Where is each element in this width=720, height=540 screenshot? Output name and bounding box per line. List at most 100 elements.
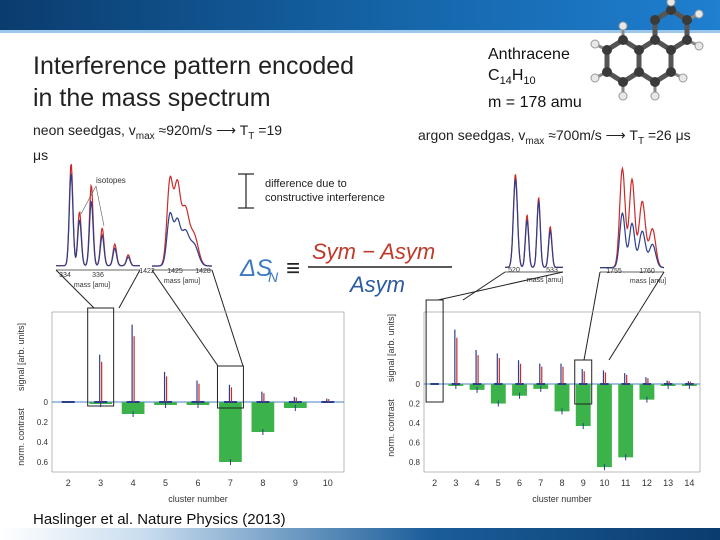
formula-equiv: ≡ <box>286 255 300 282</box>
x-tick-label: 2 <box>432 478 437 488</box>
zoom-box <box>574 359 593 405</box>
y-tick-label: 0.2 <box>409 400 421 409</box>
inset-xlabel: mass [amu] <box>527 277 563 284</box>
chart-frame <box>423 311 701 473</box>
x-tick-label: 7 <box>228 478 233 488</box>
molecule-mass: m = 178 amu <box>488 94 582 112</box>
x-tick-label: 6 <box>517 478 522 488</box>
contrast-bar <box>219 402 242 462</box>
y-axis-label: norm. contrast <box>16 408 26 466</box>
x-tick-label: 2 <box>66 478 71 488</box>
zoom-box <box>87 307 115 407</box>
y-tick-label: 0.2 <box>37 418 49 427</box>
spectrum-insets: 334 336 mass [amu] isotopes 1422 1425 1428 mass… <box>56 156 666 289</box>
anthracene-molecule-icon <box>590 0 704 101</box>
isotopes-pointer <box>80 185 97 215</box>
chart-frame <box>51 311 345 473</box>
inset-tick-label: 520 <box>508 267 520 274</box>
contrast-bar <box>618 384 634 458</box>
neon-condition: neon seedgas, vmax ≈920m/s ⟶ TT =19 μs <box>33 122 283 163</box>
title-line-1: Interference pattern encoded <box>33 52 355 80</box>
zoom-connectors <box>55 269 665 367</box>
inset-tick-label: 1428 <box>195 268 211 275</box>
inset-right-second: 1755 1760 mass [amu] <box>600 162 666 285</box>
x-tick-label: 11 <box>621 478 630 488</box>
argon-contrast-chart: 0 0.2 0.4 0.6 0.8 2 3 4 5 6 7 8 9 10 11 12 13 14 cluster n… <box>386 299 701 504</box>
inset-left-peak-frame <box>152 170 212 270</box>
x-axis-label: cluster number <box>532 494 592 504</box>
contrast-formula: ΔS N ≡ Sym − Asym Asym <box>239 239 452 297</box>
x-tick-label: 4 <box>131 478 136 488</box>
contrast-bar <box>597 384 612 468</box>
y-axis-label-top: signal [arb. units] <box>16 323 26 391</box>
x-tick-label: 14 <box>684 478 694 488</box>
x-tick-label: 9 <box>293 478 298 488</box>
y-axis-label-top: signal [arb. units] <box>386 314 396 382</box>
inset-xlabel: mass [amu] <box>164 278 200 285</box>
molecule-label: Anthracene C14H10 m = 178 amu <box>488 44 582 113</box>
interference-annotation: difference due to constructive interfere… <box>265 178 385 204</box>
inset-tick-label: 533 <box>546 267 558 274</box>
contrast-bar <box>554 384 570 412</box>
y-tick-label: 0 <box>44 398 49 407</box>
molecule-formula: C14H10 <box>488 67 536 88</box>
x-tick-label: 3 <box>453 478 458 488</box>
inset-right-first-asym-trace <box>505 178 563 268</box>
inset-left-peak: 1422 1425 1428 mass [amu] <box>139 170 212 285</box>
inset-tick-label: 1755 <box>606 268 622 275</box>
x-tick-label: 8 <box>260 478 265 488</box>
x-tick-label: 5 <box>163 478 168 488</box>
footer-bar <box>0 528 720 540</box>
inset-xlabel: mass [amu] <box>74 282 110 289</box>
zoom-box <box>216 365 244 409</box>
header-accent-line <box>0 30 720 33</box>
citation: Haslinger et al. Nature Physics (2013) <box>33 511 286 528</box>
x-axis-label: cluster number <box>168 494 228 504</box>
inset-tick-label: 1425 <box>167 268 183 275</box>
inset-right-second-asym-trace <box>600 211 665 269</box>
y-tick-label: 0.4 <box>37 438 49 447</box>
formula-numerator: Sym − Asym <box>312 239 435 264</box>
contrast-bar <box>121 402 145 414</box>
inset-left-isotopes: 334 336 mass [amu] isotopes <box>56 162 140 289</box>
neon-contrast-chart: 0 0.2 0.4 0.6 2 3 4 5 6 7 8 9 10 cluster number norm. … <box>16 307 345 504</box>
contrast-bar <box>639 384 655 400</box>
inset-tick-label: 334 <box>59 272 71 279</box>
argon-condition: argon seedgas, vmax ≈700m/s ⟶ TT =26 μs <box>418 127 691 147</box>
x-tick-label: 5 <box>496 478 501 488</box>
formula-lhs-sub: N <box>268 269 279 285</box>
inset-tick-label: 1760 <box>639 268 655 275</box>
x-tick-label: 8 <box>559 478 564 488</box>
y-axis-label: norm. contrast <box>386 399 396 457</box>
inset-tick-label: 336 <box>92 272 104 279</box>
y-tick-label: 0 <box>416 380 421 389</box>
contrast-bar <box>512 384 527 396</box>
slide-title: Interference pattern encoded in the mass… <box>33 50 354 114</box>
formula-lhs: ΔS <box>239 255 272 282</box>
formula-denominator: Asym <box>348 272 405 297</box>
isotopes-label: isotopes <box>96 176 126 185</box>
x-tick-label: 12 <box>642 478 652 488</box>
y-tick-label: 0.8 <box>409 458 421 467</box>
y-tick-label: 0.6 <box>37 458 49 467</box>
inset-left-peak-asym-trace <box>152 211 212 267</box>
zoom-box <box>425 299 444 403</box>
y-tick-label: 0.4 <box>409 419 421 428</box>
x-tick-label: 7 <box>538 478 543 488</box>
x-tick-label: 3 <box>98 478 103 488</box>
inset-xlabel: mass [amu] <box>630 278 666 285</box>
inset-left-isotopes-asym-trace <box>56 172 140 267</box>
y-tick-label: 0.6 <box>409 439 421 448</box>
x-tick-label: 13 <box>663 478 673 488</box>
inset-right-first: 520 533 mass [amu] <box>505 156 563 284</box>
contrast-bar <box>575 384 591 427</box>
x-tick-label: 4 <box>475 478 480 488</box>
title-line-2: in the mass spectrum <box>33 84 271 112</box>
x-tick-label: 9 <box>581 478 586 488</box>
x-tick-label: 10 <box>599 478 609 488</box>
x-tick-label: 6 <box>195 478 200 488</box>
contrast-bar <box>251 402 275 432</box>
difference-arrow <box>238 173 254 209</box>
header-bar <box>0 0 720 30</box>
